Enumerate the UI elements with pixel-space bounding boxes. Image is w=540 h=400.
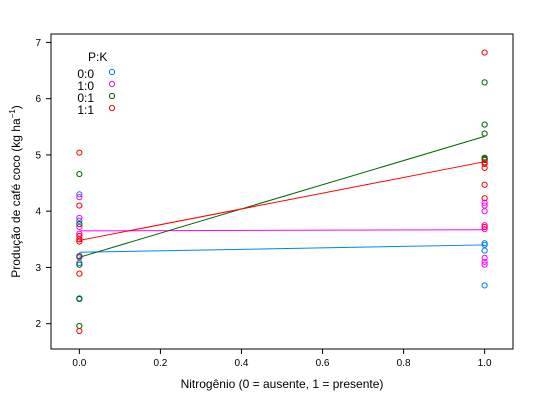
data-point-1-1	[76, 236, 83, 243]
y-axis-label-main: Produção de café coco (kg ha	[9, 118, 23, 278]
data-point-0-1	[76, 295, 83, 303]
y-axis-label-superscript: −1	[8, 109, 17, 119]
y-axis-label-close: )	[9, 105, 23, 109]
x-axis: 0.0 0.2 0.4 0.6 0.8 1.0	[72, 349, 492, 369]
fit-line-0-1	[79, 135, 485, 258]
legend-label: 0:0	[77, 67, 94, 81]
y-tick-label: 3	[35, 263, 41, 274]
data-points	[76, 49, 488, 335]
data-point-1-0	[481, 261, 488, 268]
data-point-1-1	[76, 327, 83, 335]
data-point-0-0	[76, 191, 83, 198]
data-point-1-0	[76, 223, 83, 231]
x-tick-label: 0.6	[316, 358, 330, 369]
legend: P:K 0:01:00:11:1	[77, 50, 116, 117]
data-point-1-1	[76, 238, 83, 245]
x-tick-label: 1.0	[478, 358, 492, 369]
data-point-1-1	[76, 270, 83, 277]
data-point-1-1	[481, 181, 488, 188]
data-point-0-1	[76, 170, 83, 178]
data-point-0-1	[481, 121, 488, 128]
legend-title: P:K	[88, 50, 107, 64]
legend-label: 1:0	[77, 79, 94, 93]
x-axis-label: Nitrogênio (0 = ausente, 1 = presente)	[181, 377, 384, 391]
legend-marker	[108, 104, 116, 112]
fit-line-1-1	[79, 161, 485, 241]
data-point-1-1	[481, 195, 488, 202]
data-point-0-0	[481, 282, 488, 289]
data-point-1-1	[481, 164, 488, 171]
data-point-0-1	[76, 253, 83, 260]
data-point-0-1	[481, 79, 488, 86]
y-axis-label: Produção de café coco (kg ha−1)	[8, 105, 23, 278]
data-point-0-0	[76, 217, 83, 224]
data-point-1-0	[76, 214, 83, 222]
y-tick-label: 5	[35, 150, 41, 161]
data-point-0-1	[76, 221, 83, 228]
data-point-0-1	[481, 156, 488, 164]
x-tick-label: 0.2	[153, 358, 167, 369]
y-axis: 2 3 4 5 6 7	[35, 38, 51, 330]
fit-line-0-0	[79, 244, 485, 253]
legend-marker	[108, 92, 116, 100]
fit-lines	[79, 135, 485, 258]
data-point-1-1	[76, 149, 83, 156]
data-point-1-0	[481, 226, 488, 233]
data-point-1-1	[76, 202, 83, 209]
data-point-1-0	[481, 208, 488, 215]
data-point-1-0	[481, 254, 488, 261]
data-point-1-1	[481, 160, 488, 168]
data-point-1-0	[481, 258, 488, 265]
legend-marker	[108, 80, 116, 88]
data-point-0-1	[76, 261, 83, 268]
plot-frame	[50, 33, 514, 350]
y-tick-label: 4	[35, 207, 41, 218]
data-point-0-1	[481, 130, 488, 137]
data-point-0-0	[481, 240, 488, 247]
x-tick-label: 0.8	[397, 358, 411, 369]
y-tick-label: 6	[35, 94, 41, 105]
x-tick-label: 0.0	[72, 358, 86, 369]
legend-label: 1:1	[77, 103, 94, 117]
y-tick-label: 2	[35, 319, 41, 330]
data-point-1-1	[481, 223, 488, 231]
data-point-0-0	[481, 247, 488, 254]
fit-line-1-0	[79, 229, 485, 232]
data-point-1-0	[76, 194, 83, 201]
legend-label: 0:1	[77, 91, 94, 105]
data-point-1-0	[481, 199, 488, 206]
x-tick-label: 0.4	[235, 358, 249, 369]
data-point-1-1	[481, 49, 488, 56]
y-tick-label: 7	[35, 38, 41, 49]
legend-marker	[108, 68, 116, 76]
